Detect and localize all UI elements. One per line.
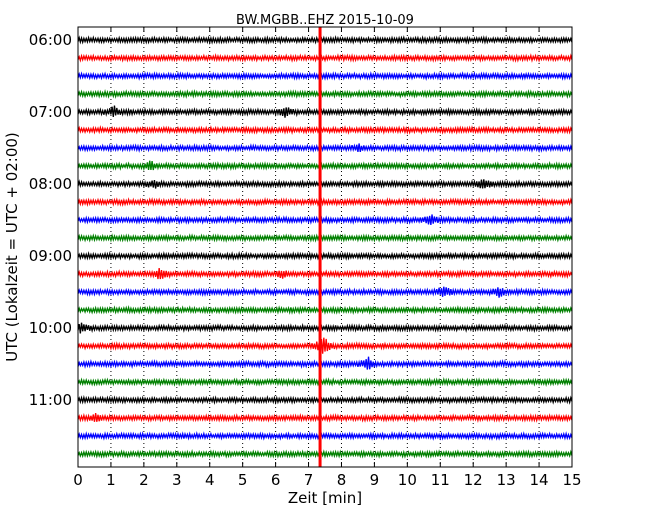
x-tick-label: 0 xyxy=(73,471,83,489)
seismogram-trace xyxy=(77,35,573,45)
x-tick-label: 6 xyxy=(271,471,281,489)
seismogram-trace xyxy=(77,105,573,118)
y-tick-label: 10:00 xyxy=(29,319,72,337)
seismogram-trace xyxy=(77,268,573,280)
seismogram-trace xyxy=(77,160,573,172)
x-tick-label: 14 xyxy=(530,471,549,489)
x-tick-label: 4 xyxy=(205,471,215,489)
x-tick-label: 2 xyxy=(139,471,149,489)
seismogram-trace xyxy=(77,412,573,423)
seismogram-trace xyxy=(77,449,573,459)
x-tick-label: 12 xyxy=(464,471,483,489)
x-tick-label: 1 xyxy=(106,471,116,489)
x-tick-label: 15 xyxy=(562,471,581,489)
seismogram-trace xyxy=(77,88,573,99)
seismogram-trace xyxy=(77,430,573,441)
x-tick-label: 11 xyxy=(431,471,450,489)
y-tick-label: 11:00 xyxy=(29,391,72,409)
y-axis-label: UTC (Lokalzeit = UTC + 02:00) xyxy=(3,132,21,362)
x-tick-label: 13 xyxy=(497,471,516,489)
seismogram-trace xyxy=(77,377,573,387)
seismogram-traces xyxy=(77,35,573,459)
seismogram-trace xyxy=(77,214,573,226)
seismogram-trace xyxy=(77,179,573,189)
seismogram-trace xyxy=(77,70,573,81)
seismogram-trace xyxy=(77,52,573,63)
seismogram-trace xyxy=(77,304,573,316)
seismogram-trace xyxy=(77,337,573,354)
seismogram-trace xyxy=(77,250,573,262)
seismogram-trace xyxy=(77,124,573,136)
x-tick-label: 3 xyxy=(172,471,182,489)
chart-title: BW.MGBB..EHZ 2015-10-09 xyxy=(236,13,414,28)
seismogram-trace xyxy=(77,394,573,405)
seismogram-trace xyxy=(77,286,573,298)
y-tick-label: 09:00 xyxy=(29,247,72,265)
seismogram-trace xyxy=(77,143,573,154)
plot-frame xyxy=(77,26,573,468)
y-tick-label: 06:00 xyxy=(29,31,72,49)
seismogram-trace xyxy=(77,233,573,243)
x-tick-label: 9 xyxy=(370,471,380,489)
x-axis-ticks: 0 1 2 3 4 5 6 7 8 9 10 11 12 13 14 15 xyxy=(73,27,582,489)
grid-lines xyxy=(110,27,540,467)
seismogram-trace xyxy=(77,322,573,334)
x-axis-label: Zeit [min] xyxy=(288,489,362,507)
y-axis-ticks: 06:00 07:00 08:00 09:00 10:00 11:00 xyxy=(29,31,572,409)
x-tick-label: 7 xyxy=(304,471,314,489)
y-tick-label: 07:00 xyxy=(29,103,72,121)
x-tick-label: 10 xyxy=(398,471,417,489)
x-tick-label: 8 xyxy=(337,471,347,489)
seismogram-trace xyxy=(77,196,573,208)
seismogram-trace xyxy=(77,356,573,370)
y-tick-label: 08:00 xyxy=(29,175,72,193)
x-tick-label: 5 xyxy=(238,471,248,489)
